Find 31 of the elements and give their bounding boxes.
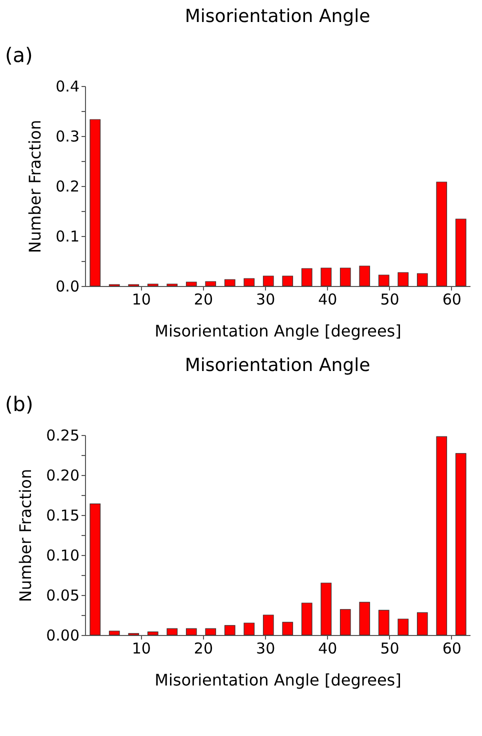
y-tick-label: 0.4	[56, 78, 80, 96]
chart-title: Misorientation Angle	[184, 6, 370, 27]
x-tick-label: 50	[380, 640, 400, 658]
y-tick-label: 0.00	[46, 626, 80, 644]
x-tick-label: 20	[194, 640, 214, 658]
x-axis-title: Misorientation Angle [degrees]	[154, 670, 402, 690]
chart-title: Misorientation Angle	[184, 355, 370, 376]
y-tick-label: 0.3	[56, 128, 80, 146]
text: (b)	[5, 392, 34, 416]
y-tick-label: 0.25	[46, 426, 80, 444]
text: (a)	[5, 43, 33, 67]
x-tick-label: 50	[380, 290, 400, 308]
y-axis-title: Number Fraction	[26, 120, 45, 254]
x-tick-label: 10	[132, 290, 151, 308]
x-tick-label: 10	[132, 640, 151, 658]
y-tick-label: 0.05	[46, 586, 80, 604]
y-tick-label: 0.1	[56, 228, 80, 246]
x-tick-label: 40	[318, 640, 338, 658]
y-tick-label: 0.2	[56, 178, 80, 196]
y-axis-title: Number Fraction	[16, 468, 36, 602]
x-tick-label: 60	[442, 640, 462, 658]
y-tick-label: 0.20	[46, 466, 80, 484]
x-tick-label: 40	[318, 290, 338, 308]
x-axis-title: Misorientation Angle [degrees]	[154, 322, 402, 340]
x-tick-label: 30	[256, 640, 276, 658]
y-tick-label: 0.0	[56, 278, 80, 296]
y-tick-label: 0.15	[46, 506, 80, 524]
x-tick-label: 20	[194, 290, 214, 308]
x-tick-label: 60	[442, 290, 462, 308]
x-tick-label: 30	[256, 290, 276, 308]
y-tick-label: 0.10	[46, 546, 80, 564]
